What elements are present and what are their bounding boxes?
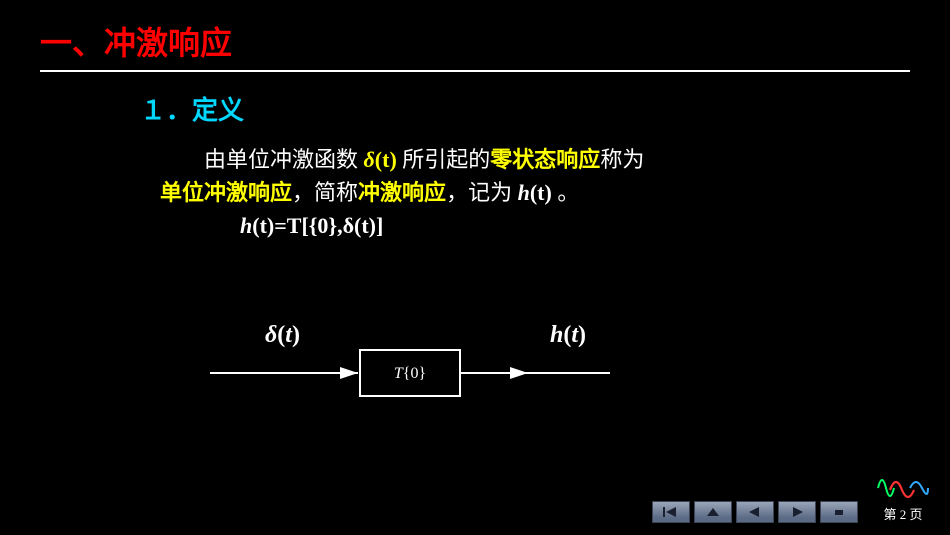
text-mid: 所引起的 [397, 147, 491, 172]
input-arrowhead [340, 367, 358, 379]
page-suffix: 页 [906, 507, 922, 522]
diagram-svg: T{0} δ(t) h(t) [210, 320, 710, 430]
definition-line-1: 由单位冲激函数 δ(t) 所引起的零状态响应称为 [160, 143, 890, 176]
delta-symbol: δ [364, 147, 375, 172]
page-indicator: 第 2 页 [876, 474, 930, 523]
definition-paragraph: 由单位冲激函数 δ(t) 所引起的零状态响应称为 单位冲激响应，简称冲激响应，记… [0, 127, 950, 209]
slide-title: 一、冲激响应 [0, 0, 950, 70]
section-subtitle: １．定义 [0, 72, 950, 127]
short-label: 简称 [314, 180, 358, 205]
delta-arg: (t) [375, 147, 397, 172]
period: 。 [552, 180, 580, 205]
output-label: h(t) [550, 322, 586, 348]
system-diagram: T{0} δ(t) h(t) [210, 320, 710, 430]
h-symbol: h [518, 180, 530, 205]
zero-state-response: 零状态响应 [490, 147, 600, 172]
nav-first-button[interactable] [652, 501, 690, 523]
definition-line-2: 单位冲激响应，简称冲激响应，记为 h(t) 。 [160, 176, 890, 209]
comma: ， [292, 180, 314, 205]
text-suffix: 称为 [600, 147, 644, 172]
nav-up-button[interactable] [694, 501, 732, 523]
nav-buttons [652, 501, 858, 523]
text-mid2: ，记为 [446, 180, 518, 205]
nav-next-button[interactable] [778, 501, 816, 523]
nav-stop-button[interactable] [820, 501, 858, 523]
impulse-response-short: 冲激响应 [358, 180, 446, 205]
nav-prev-button[interactable] [736, 501, 774, 523]
formula-t1: (t)=T[{0}, [252, 213, 342, 238]
h-arg: (t) [530, 180, 552, 205]
slide-footer: 第 2 页 [652, 474, 930, 523]
formula-delta: δ [343, 213, 354, 238]
page-prefix: 第 [883, 507, 899, 522]
formula-h: h [240, 213, 252, 238]
box-label: T{0} [394, 365, 426, 382]
input-label: δ(t) [265, 322, 300, 348]
text-prefix: 由单位冲激函数 [204, 147, 364, 172]
unit-impulse-response: 单位冲激响应 [160, 180, 292, 205]
formula-t2: (t)] [354, 213, 383, 238]
wave-icon [876, 474, 930, 502]
output-arrowhead [510, 367, 528, 379]
formula: h(t)=T[{0},δ(t)] [0, 209, 950, 239]
